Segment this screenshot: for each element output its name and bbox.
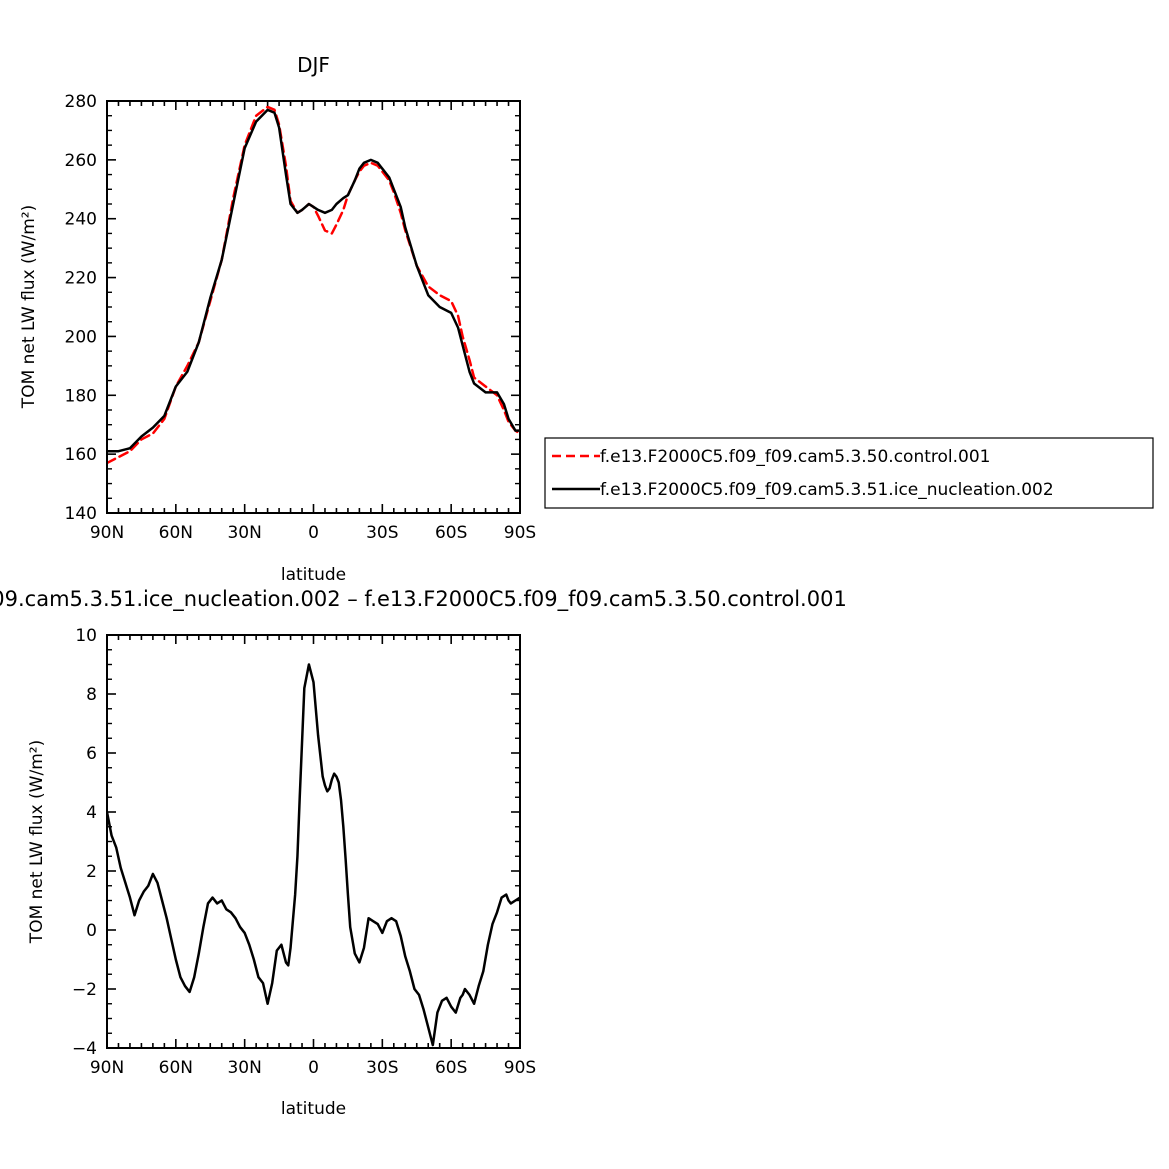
top-plot-area: 90N 60N 30N 0 30S 60S 90S 140 160 180 200 220 240 260… [65, 92, 537, 543]
bottom-plot-area: 90N 60N 30N 0 30S 60S 90S −4 −2 0 2 4 6 8 10 [72, 626, 536, 1078]
top-series-line-1 [107, 108, 520, 453]
top-y-tick-label: 240 [65, 210, 97, 230]
bottom-y-tick-label: −2 [72, 980, 97, 1000]
top-x-tick-label: 60S [435, 523, 467, 543]
legend-box [544, 437, 1154, 509]
bottom-y-tick-label: −4 [72, 1039, 97, 1059]
bottom-y-tick-label: 4 [86, 803, 97, 823]
legend-label-ice-nucleation: f.e13.F2000C5.f09_f09.cam5.3.51.ice_nucl… [600, 480, 1054, 500]
top-plot-frame [106, 100, 521, 514]
bottom-y-tick-label: 0 [86, 921, 97, 941]
top-x-tick-label: 60N [159, 523, 193, 543]
top-x-tick-label: 30N [227, 523, 261, 543]
bottom-y-tick-label: 10 [75, 626, 97, 646]
top-panel-title: DJF [297, 53, 330, 77]
top-x-tick-label: 30S [366, 523, 398, 543]
bottom-x-ticks [106, 635, 521, 1048]
top-x-tick-label: 90N [90, 523, 124, 543]
top-y-tick-label: 140 [65, 504, 97, 524]
top-y-axis-title: TOM net LW flux (W/m²) [19, 205, 39, 409]
bottom-y-tick-label: 8 [86, 685, 97, 705]
top-x-ticks [106, 101, 521, 513]
legend: f.e13.F2000C5.f09_f09.cam5.3.50.control.… [544, 437, 1154, 509]
bottom-x-tick-label: 30S [366, 1058, 398, 1078]
top-y-tick-label: 180 [65, 386, 97, 406]
top-x-tick-label: 90S [504, 523, 536, 543]
top-y-tick-label: 160 [65, 445, 97, 465]
bottom-y-axis-title: TOM net LW flux (W/m²) [27, 740, 47, 944]
bottom-x-tick-label: 60N [159, 1058, 193, 1078]
bottom-x-axis-title: latitude [281, 1099, 346, 1119]
bottom-x-tick-label: 90N [90, 1058, 124, 1078]
bottom-panel: f.e13.F2000C5.f09_f09.cam5.3.51.ice_nucl… [0, 587, 847, 1119]
bottom-x-tick-label: 90S [504, 1058, 536, 1078]
bottom-x-tick-label: 30N [227, 1058, 261, 1078]
bottom-x-tick-label: 60S [435, 1058, 467, 1078]
bottom-x-tick-label: 0 [308, 1058, 319, 1078]
top-y-tick-label: 280 [65, 92, 97, 112]
top-panel: DJF 90N 60N 30N 0 30S 60S 90S 140 160 180 200 220 24… [19, 53, 536, 585]
bottom-y-tick-label: 6 [86, 744, 97, 764]
top-y-tick-label: 200 [65, 327, 97, 347]
bottom-y-tick-label: 2 [86, 862, 97, 882]
bottom-y-ticks [107, 634, 520, 1049]
top-x-tick-label: 0 [308, 523, 319, 543]
top-y-tick-label: 220 [65, 269, 97, 289]
legend-label-control: f.e13.F2000C5.f09_f09.cam5.3.50.control.… [600, 447, 991, 467]
top-y-tick-label: 260 [65, 151, 97, 171]
top-series-line-0 [107, 105, 520, 465]
top-x-axis-title: latitude [281, 565, 346, 585]
bottom-series-line-0 [107, 663, 520, 1047]
bottom-panel-title: f.e13.F2000C5.f09_f09.cam5.3.51.ice_nucl… [0, 587, 847, 612]
bottom-plot-frame [106, 634, 521, 1049]
top-y-ticks [107, 100, 520, 514]
